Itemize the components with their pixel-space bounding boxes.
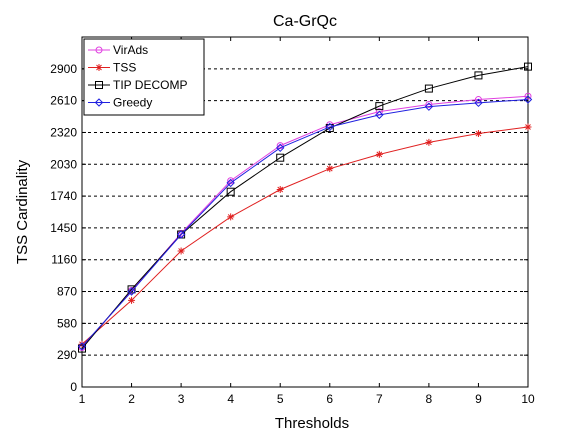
data-point-tss <box>276 186 284 194</box>
y-tick-label: 1740 <box>50 189 77 203</box>
data-point-tss <box>425 138 433 146</box>
x-axis-label: Thresholds <box>275 415 349 432</box>
legend-marker-greedy <box>94 98 104 107</box>
x-tick-label: 10 <box>521 392 535 406</box>
data-point-greedy <box>77 342 87 351</box>
series-tss <box>78 123 532 348</box>
y-tick-label: 2610 <box>50 94 77 108</box>
data-point-tss <box>177 247 185 255</box>
data-point-greedy <box>325 122 334 132</box>
series-group <box>77 62 533 353</box>
data-point-tip-decomp <box>276 153 285 162</box>
y-tick-label: 2030 <box>50 157 77 171</box>
legend-label-virads: VirAds <box>113 43 148 57</box>
data-point-greedy <box>127 287 136 296</box>
y-tick-label: 1450 <box>50 221 77 235</box>
data-point-virads <box>425 100 433 108</box>
y-axis-ticks: 0 290 580 870 1160 1450 1740 2030 2320 2610 2900 <box>50 62 528 394</box>
y-tick-label: 2320 <box>50 125 77 139</box>
x-tick-label: 6 <box>326 392 333 406</box>
legend-marker-tip-decomp <box>95 81 103 89</box>
data-point-tss <box>227 213 235 221</box>
legend-marker-virads <box>95 46 103 54</box>
data-point-greedy <box>375 110 384 120</box>
x-tick-label: 9 <box>475 392 482 406</box>
legend-label-tss: TSS <box>113 61 136 75</box>
data-point-tss <box>128 296 136 304</box>
data-point-greedy <box>424 102 434 111</box>
data-point-tip-decomp <box>474 71 483 80</box>
series-line-tip-decomp <box>81 66 529 349</box>
data-point-greedy <box>276 143 285 153</box>
data-point-greedy <box>176 230 186 239</box>
series-line-greedy <box>81 99 529 347</box>
data-point-tip-decomp <box>375 102 384 111</box>
x-tick-label: 3 <box>178 392 185 406</box>
y-tick-label: 290 <box>57 348 77 362</box>
y-tick-label: 1160 <box>51 253 77 267</box>
x-tick-label: 5 <box>277 392 284 406</box>
legend: VirAds TSS TIP DECOMP Greedy <box>83 38 205 116</box>
data-point-tip-decomp <box>424 84 433 93</box>
data-point-tss <box>474 130 482 138</box>
y-tick-label: 870 <box>57 285 77 299</box>
x-tick-label: 4 <box>227 392 234 406</box>
series-greedy <box>77 95 533 351</box>
legend-label-greedy: Greedy <box>113 96 152 110</box>
x-tick-label: 1 <box>79 392 86 406</box>
data-point-greedy <box>523 95 533 104</box>
data-point-tip-decomp <box>524 62 532 71</box>
y-axis-label: TSS Cardinality <box>14 159 31 264</box>
data-point-greedy <box>474 98 483 108</box>
y-tick-label: 580 <box>57 316 77 330</box>
data-point-greedy <box>226 178 235 188</box>
x-tick-label: 8 <box>426 392 433 406</box>
data-point-tip-decomp <box>127 285 136 294</box>
x-tick-label: 7 <box>376 392 383 406</box>
x-axis-ticks: 1 2 3 4 5 6 7 8 9 10 <box>79 37 535 406</box>
legend-marker-tss <box>95 64 103 71</box>
data-point-tss <box>524 123 532 131</box>
series-line-tss <box>81 126 529 345</box>
series-tip-decomp <box>78 62 532 353</box>
data-point-tss <box>78 340 86 348</box>
data-point-tip-decomp <box>226 187 235 196</box>
legend-label-tip-decomp: TIP DECOMP <box>113 78 187 92</box>
data-point-tip-decomp <box>78 344 86 353</box>
data-point-virads <box>524 92 532 100</box>
y-tick-label: 0 <box>70 380 77 394</box>
data-point-virads <box>276 142 284 150</box>
data-point-tss <box>375 150 383 158</box>
y-tick-label: 2900 <box>50 62 77 76</box>
x-tick-label: 2 <box>128 392 135 406</box>
chart-title: Ca-GrQc <box>273 13 337 30</box>
data-point-tss <box>326 165 334 173</box>
